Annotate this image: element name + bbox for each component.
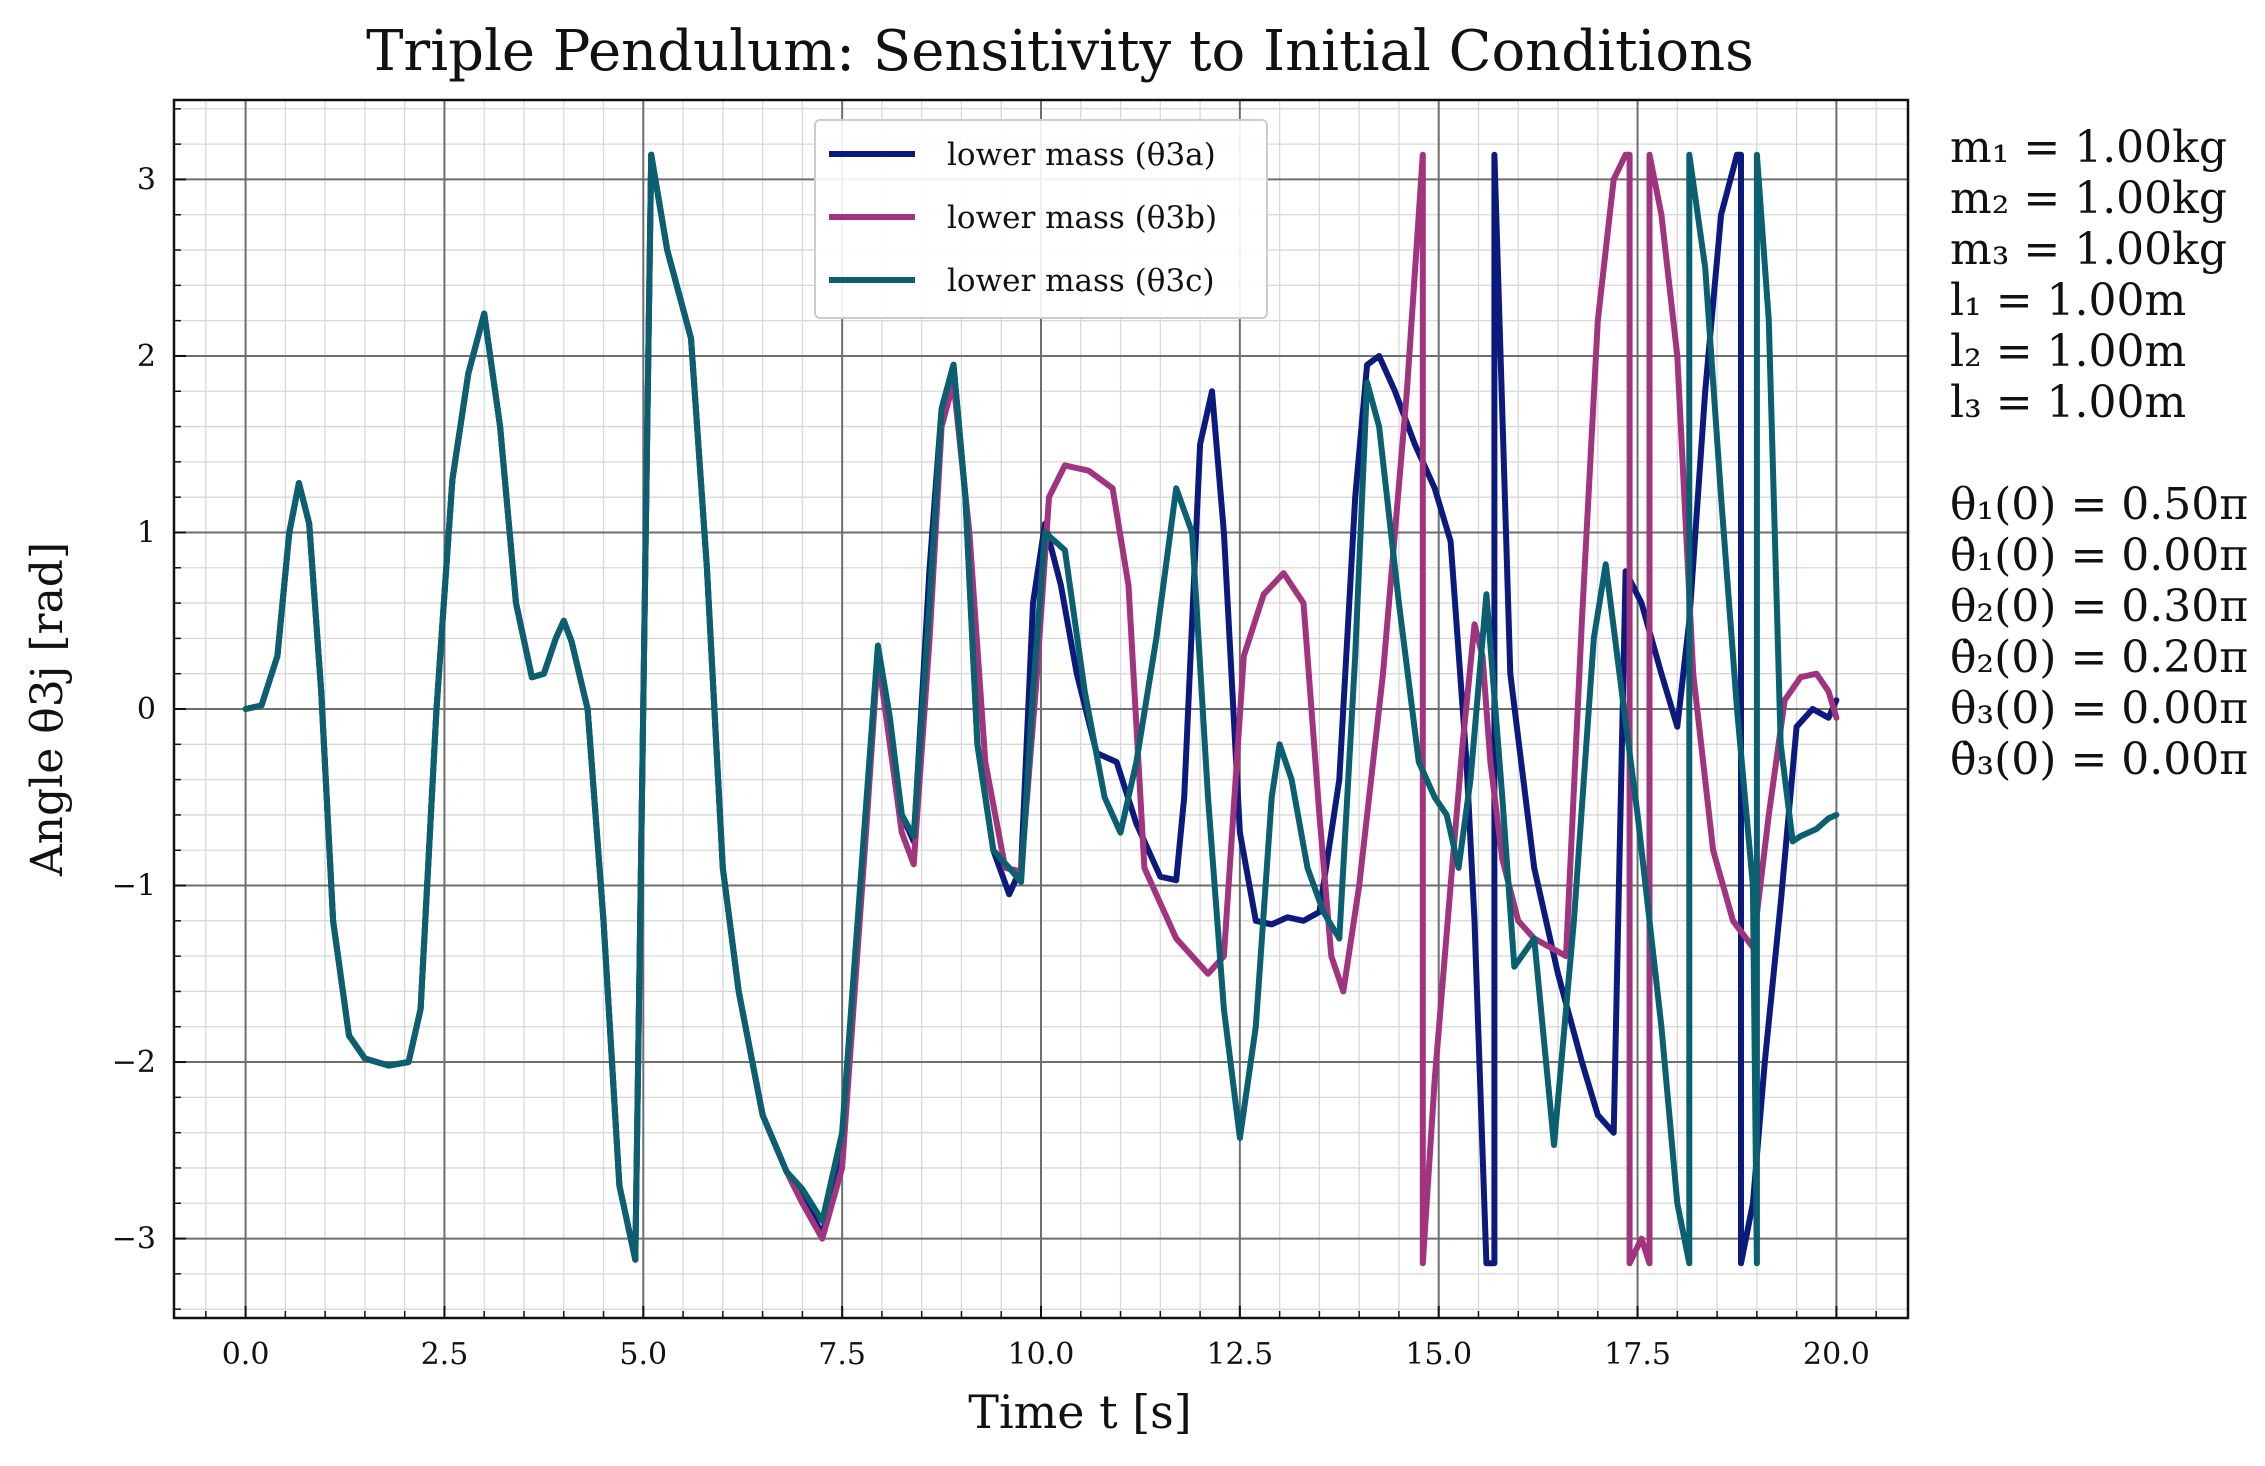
param-theta3: θ₃(0) = 0.00π	[1950, 683, 2249, 734]
param-l1: l₁ = 1.00m	[1950, 275, 2187, 326]
param-theta2-dot: θ̇₂(0) = 0.20π	[1950, 632, 2249, 683]
param-theta3-dot: θ̇₃(0) = 0.00π	[1950, 734, 2249, 785]
y-tick-label: 3	[137, 162, 156, 197]
param-m3: m₃ = 1.00kg	[1950, 224, 2227, 275]
x-axis-label: Time t [s]	[968, 1385, 1191, 1439]
x-tick-label: 15.0	[1405, 1337, 1472, 1372]
x-tick-label: 20.0	[1803, 1337, 1870, 1372]
y-tick-label: −1	[112, 869, 156, 904]
x-tick-label: 0.0	[222, 1337, 270, 1372]
x-tick-labels: 0.0 2.5 5.0 7.5 10.0 12.5 15.0 17.5 20.0	[222, 1337, 1870, 1372]
y-tick-label: 0	[137, 692, 156, 727]
legend-label-theta3c: lower mass (θ3c)	[947, 263, 1215, 299]
y-tick-label: 2	[137, 339, 156, 374]
param-m2: m₂ = 1.00kg	[1950, 173, 2227, 224]
x-tick-label: 5.0	[619, 1337, 667, 1372]
y-tick-labels: −3 −2 −1 0 1 2 3	[112, 162, 156, 1256]
y-tick-label: −2	[112, 1045, 156, 1080]
y-tick-label: 1	[137, 515, 156, 550]
x-tick-label: 17.5	[1604, 1337, 1671, 1372]
x-tick-label: 2.5	[421, 1337, 469, 1372]
param-spacer	[1950, 428, 2248, 479]
series-line-theta3c	[242, 151, 1840, 1267]
param-l2: l₂ = 1.00m	[1950, 326, 2187, 377]
param-theta2: θ₂(0) = 0.30π	[1950, 581, 2249, 632]
y-axis-label: Angle θ3j [rad]	[22, 542, 73, 877]
param-theta1: θ₁(0) = 0.50π	[1950, 479, 2249, 530]
param-l3: l₃ = 1.00m	[1950, 377, 2187, 428]
series-lines	[242, 151, 1840, 1267]
parameter-panel: m₁ = 1.00kg m₂ = 1.00kg m₃ = 1.00kg l₁ =…	[1950, 122, 2248, 785]
chart-title: Triple Pendulum: Sensitivity to Initial …	[366, 19, 1754, 84]
x-tick-label: 10.0	[1008, 1337, 1075, 1372]
param-theta1-dot: θ̇₁(0) = 0.00π	[1950, 530, 2249, 581]
major-grid	[174, 100, 1908, 1318]
legend-label-theta3b: lower mass (θ3b)	[947, 200, 1217, 236]
legend-box	[814, 119, 1268, 319]
param-m1: m₁ = 1.00kg	[1950, 122, 2227, 173]
x-tick-label: 12.5	[1206, 1337, 1273, 1372]
y-tick-label: −3	[112, 1222, 156, 1257]
legend: lower mass (θ3a) lower mass (θ3b) lower ma…	[814, 119, 1268, 319]
axis-ticks	[174, 108, 1877, 1318]
legend-label-theta3a: lower mass (θ3a)	[947, 137, 1216, 173]
x-tick-label: 7.5	[818, 1337, 866, 1372]
